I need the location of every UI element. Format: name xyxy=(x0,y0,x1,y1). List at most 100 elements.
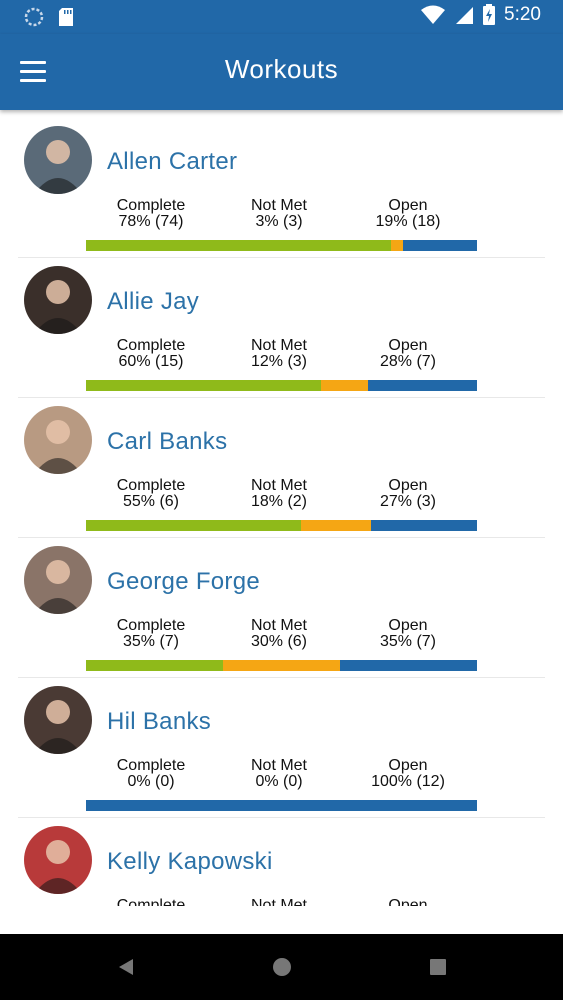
progress-segment-open xyxy=(340,660,477,671)
progress-bar xyxy=(86,240,477,251)
progress-segment-not-met xyxy=(222,660,341,671)
progress-segment-open xyxy=(371,520,477,531)
status-bar: 5:20 xyxy=(0,0,563,34)
not-met-value: 3% (3) xyxy=(255,213,303,230)
athlete-row[interactable]: Carl Banks Complete 55% (6) Not Met 18% … xyxy=(18,398,545,538)
not-met-label: Not Met xyxy=(250,337,307,354)
not-met-value: 18% (2) xyxy=(250,493,308,510)
open-label: Open xyxy=(388,757,428,774)
open-stat: Open 100% (12) xyxy=(348,758,468,790)
progress-segment-not-met xyxy=(320,380,368,391)
progress-segment-complete xyxy=(86,520,302,531)
open-label: Open xyxy=(388,617,428,634)
not-met-stat: Not Met 3% (3) xyxy=(219,198,339,230)
open-stat: Open 27% (3) xyxy=(348,478,468,510)
not-met-label: Not Met xyxy=(250,197,307,214)
complete-stat: Complete 0% (0) xyxy=(91,758,211,790)
athlete-list: Allen Carter Complete 78% (74) Not Met 3… xyxy=(0,118,563,906)
complete-label: Complete xyxy=(116,617,186,634)
athlete-name: Hil Banks xyxy=(107,708,212,735)
cell-signal-icon xyxy=(456,7,474,24)
athlete-name: George Forge xyxy=(107,568,261,595)
progress-segment-complete xyxy=(86,660,223,671)
complete-label: Complete xyxy=(116,757,186,774)
athlete-name: Allen Carter xyxy=(107,148,238,175)
app-bar: Workouts xyxy=(0,34,563,110)
not-met-value: 30% (6) xyxy=(250,633,308,650)
complete-value: 55% (6) xyxy=(122,493,180,510)
complete-stat: Complete 78% (74) xyxy=(91,198,211,230)
athlete-name: Kelly Kapowski xyxy=(107,848,273,875)
complete-value: 35% (7) xyxy=(122,633,180,650)
not-met-label: Not Met xyxy=(250,617,307,634)
wifi-icon xyxy=(421,5,446,24)
open-stat: Open 19% (18) xyxy=(348,198,468,230)
open-stat: Open 35% (7) xyxy=(348,618,468,650)
not-met-stat: Not Met 18% (2) xyxy=(219,478,339,510)
open-value: 27% (3) xyxy=(379,493,437,510)
battery-icon xyxy=(483,4,496,25)
open-label: Open xyxy=(388,477,428,494)
back-icon[interactable] xyxy=(115,956,137,978)
open-label: Open xyxy=(388,197,428,214)
complete-stat: Complete 60% (15) xyxy=(91,338,211,370)
open-value: 35% (7) xyxy=(379,633,437,650)
open-label: Open xyxy=(388,337,428,354)
complete-stat: Complete 35% (7) xyxy=(91,618,211,650)
open-value: 19% (18) xyxy=(375,213,441,230)
progress-segment-complete xyxy=(86,240,391,251)
not-met-stat: Not Met 30% (6) xyxy=(219,618,339,650)
open-value: 100% (12) xyxy=(371,773,445,790)
open-stat: Open 28% (7) xyxy=(348,338,468,370)
not-met-stat: Not Met xyxy=(219,897,339,907)
progress-bar xyxy=(86,380,477,391)
complete-value: 60% (15) xyxy=(118,353,184,370)
progress-segment-open xyxy=(86,800,477,811)
complete-label: Complete xyxy=(116,337,186,354)
progress-segment-not-met xyxy=(390,240,403,251)
complete-value: 78% (74) xyxy=(118,213,184,230)
progress-segment-complete xyxy=(86,380,321,391)
sd-card-icon xyxy=(59,8,73,26)
progress-bar xyxy=(86,520,477,531)
recents-icon[interactable] xyxy=(427,956,449,978)
complete-stat: Complete 55% (6) xyxy=(91,478,211,510)
page-title: Workouts xyxy=(224,54,339,84)
avatar xyxy=(24,406,92,474)
sync-icon xyxy=(24,7,44,27)
not-met-label: Not Met xyxy=(250,757,307,774)
progress-segment-not-met xyxy=(301,520,372,531)
avatar xyxy=(24,686,92,754)
complete-value: 0% (0) xyxy=(127,773,175,790)
avatar xyxy=(24,266,92,334)
athlete-row[interactable]: Kelly Kapowski Complete Not Met Open xyxy=(18,818,545,906)
open-label: Open xyxy=(388,897,428,907)
home-icon[interactable] xyxy=(271,956,293,978)
avatar xyxy=(24,546,92,614)
not-met-value: 12% (3) xyxy=(250,353,308,370)
complete-stat: Complete xyxy=(91,897,211,907)
athlete-row[interactable]: Allie Jay Complete 60% (15) Not Met 12% … xyxy=(18,258,545,398)
not-met-label: Not Met xyxy=(250,897,307,907)
avatar xyxy=(24,826,92,894)
not-met-label: Not Met xyxy=(250,477,307,494)
complete-label: Complete xyxy=(116,897,186,907)
athlete-row[interactable]: George Forge Complete 35% (7) Not Met 30… xyxy=(18,538,545,678)
system-nav-bar xyxy=(0,934,563,1000)
menu-icon[interactable] xyxy=(20,56,56,86)
progress-bar xyxy=(86,660,477,671)
athlete-name: Carl Banks xyxy=(107,428,228,455)
not-met-value: 0% (0) xyxy=(255,773,303,790)
complete-label: Complete xyxy=(116,477,186,494)
athlete-row[interactable]: Hil Banks Complete 0% (0) Not Met 0% (0)… xyxy=(18,678,545,818)
progress-segment-open xyxy=(367,380,477,391)
complete-label: Complete xyxy=(116,197,186,214)
athlete-row[interactable]: Allen Carter Complete 78% (74) Not Met 3… xyxy=(18,118,545,258)
progress-bar xyxy=(86,800,477,811)
open-value: 28% (7) xyxy=(379,353,437,370)
avatar xyxy=(24,126,92,194)
status-time: 5:20 xyxy=(504,4,541,25)
athlete-name: Allie Jay xyxy=(107,288,200,315)
progress-segment-open xyxy=(402,240,477,251)
not-met-stat: Not Met 0% (0) xyxy=(219,758,339,790)
